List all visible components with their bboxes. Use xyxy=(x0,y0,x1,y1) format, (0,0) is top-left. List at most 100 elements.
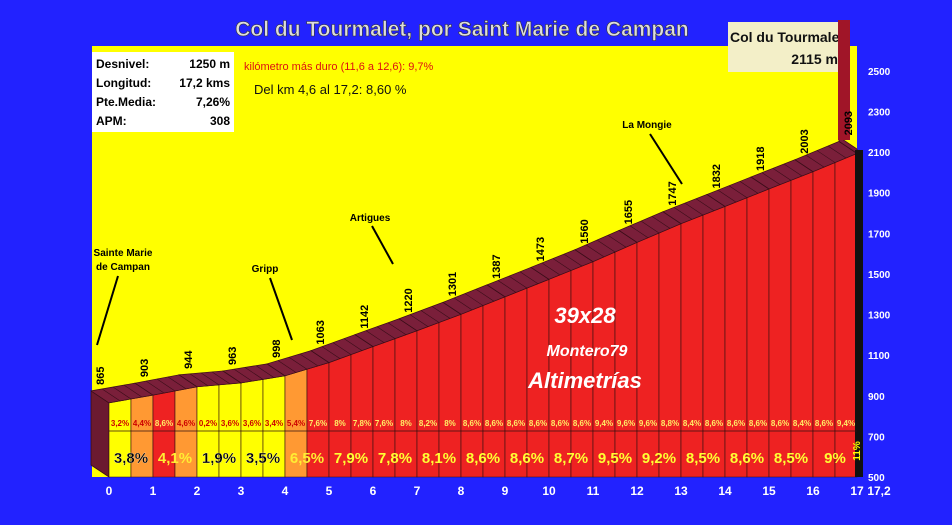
km-gradient-label: 8,1% xyxy=(422,450,456,467)
profile-hatch xyxy=(321,346,341,359)
altitude-label: 865 xyxy=(95,367,107,385)
profile-hatch xyxy=(233,368,253,382)
profile-hatch xyxy=(750,176,770,190)
half-km-bar xyxy=(592,251,616,478)
altitude-label: 1747 xyxy=(667,181,679,205)
km-gradient-label: 4,1% xyxy=(158,450,192,467)
place-leader xyxy=(371,225,394,265)
profile-hatch xyxy=(310,350,330,363)
half-km-gradient-label: 7,6% xyxy=(375,419,393,428)
half-km-gradient-label: 8,6% xyxy=(573,419,591,428)
stat-value: 17,2 kms xyxy=(179,76,230,90)
profile-hatch xyxy=(552,258,572,271)
stat-label: Longitud: xyxy=(96,76,151,90)
altitude-label: 2003 xyxy=(799,129,811,153)
place-label: Artigues xyxy=(350,213,391,224)
km-gradient-label: 9,5% xyxy=(598,450,632,467)
half-km-gradient-label: 3,2% xyxy=(111,419,129,428)
profile-hatch xyxy=(838,141,858,154)
km-gradient-label: 8,5% xyxy=(686,450,720,467)
km-gradient-label: 7,8% xyxy=(378,450,412,467)
km-gradient-label: 8,6% xyxy=(730,450,764,467)
summit-altitude: 2115 m xyxy=(791,51,838,67)
x-tick-label: 4 xyxy=(282,484,289,498)
profile-hatch xyxy=(343,338,363,351)
profile-hatch xyxy=(409,314,429,327)
profile-hatch xyxy=(222,370,242,384)
x-tick-label: 7 xyxy=(414,484,421,498)
chart-title: Col du Tourmalet, por Saint Marie de Cam… xyxy=(235,18,689,41)
half-km-gradient-label: 8,6% xyxy=(507,419,525,428)
profile-hatch xyxy=(189,373,209,387)
stat-label: APM: xyxy=(96,114,127,128)
place-label: Sainte Marie xyxy=(94,248,153,259)
km-gradient-label: 6,5% xyxy=(290,450,324,467)
summit-name: Col du Tourmalet xyxy=(730,29,844,45)
km-gradient-label: 8,6% xyxy=(510,450,544,467)
profile-hatch xyxy=(596,239,616,253)
profile-hatch xyxy=(431,306,451,319)
y-tick-label: 2100 xyxy=(868,148,891,159)
profile-hatch xyxy=(156,378,176,392)
stats-panel: Desnivel: 1250 m Longitud: 17,2 kms Pte.Medi… xyxy=(92,52,234,132)
y-tick-label: 500 xyxy=(868,473,885,484)
place-leader xyxy=(649,133,683,185)
half-km-gradient-label: 8,6% xyxy=(551,419,569,428)
altitude-label: 1301 xyxy=(447,272,459,296)
half-km-gradient-label: 8,6% xyxy=(727,419,745,428)
y-tick-label: 1300 xyxy=(868,311,891,322)
profile-hatch xyxy=(640,220,660,234)
profile-hatch xyxy=(266,363,286,377)
segment-note: Del km 4,6 al 17,2: 8,60 % xyxy=(254,82,407,97)
profile-hatch xyxy=(255,365,275,378)
watermark: 39x28 Montero79 Altimetrías xyxy=(527,303,642,393)
profile-hatch xyxy=(101,388,121,402)
profile-hatch xyxy=(508,275,528,289)
half-km-gradient-label: 9,4% xyxy=(837,419,855,428)
x-tick-label: 17 xyxy=(850,484,864,498)
km-gradient-label: 3,5% xyxy=(246,450,280,467)
half-km-gradient-label: 4,6% xyxy=(177,419,195,428)
profile-end-wall xyxy=(855,150,863,477)
altitude-label: 963 xyxy=(227,347,239,365)
profile-hatch xyxy=(530,267,550,280)
km-gradient-label: 9,2% xyxy=(642,450,676,467)
watermark-line-1: 39x28 xyxy=(554,303,616,328)
stat-value: 7,26% xyxy=(196,95,230,109)
x-tick-label: 11 xyxy=(587,484,600,498)
profile-hatch xyxy=(387,322,407,335)
half-km-gradient-label: 9,4% xyxy=(595,419,613,428)
place-leader xyxy=(96,275,119,346)
x-tick-label: 14 xyxy=(718,484,732,498)
half-km-gradient-label: 8,8% xyxy=(661,419,679,428)
x-tick-label: 3 xyxy=(238,484,245,498)
half-km-gradient-label: 8% xyxy=(444,419,456,428)
profile-hatch xyxy=(684,202,704,216)
x-tick-label: 6 xyxy=(370,484,377,498)
profile-hatch xyxy=(486,284,506,298)
altitude-label: 903 xyxy=(139,359,151,377)
profile-hatch xyxy=(299,353,319,367)
profile-hatch xyxy=(585,244,605,258)
half-km-gradient-label: 3,4% xyxy=(265,419,283,428)
profile-hatch xyxy=(398,318,418,331)
profile-hatch xyxy=(816,150,836,163)
profile-hatch xyxy=(167,376,187,390)
altitude-label: 1655 xyxy=(623,200,635,224)
y-tick-label: 700 xyxy=(868,432,885,443)
stat-label: Pte.Media: xyxy=(96,95,156,109)
profile-hatch xyxy=(629,225,649,238)
half-km-gradient-label: 8,6% xyxy=(155,419,173,428)
x-tick-label: 0 xyxy=(106,484,113,498)
x-tick-label: 9 xyxy=(502,484,509,498)
altitude-label: 1063 xyxy=(315,320,327,344)
y-tick-label: 2500 xyxy=(868,67,891,78)
x-tick-label: 2 xyxy=(194,484,201,498)
half-km-gradient-label: 8,6% xyxy=(529,419,547,428)
profile-hatch xyxy=(651,216,671,229)
x-tick-label: 15 xyxy=(762,484,776,498)
half-km-bar xyxy=(724,197,748,478)
altitude-label: 1387 xyxy=(491,254,503,278)
y-tick-label: 2300 xyxy=(868,107,891,118)
